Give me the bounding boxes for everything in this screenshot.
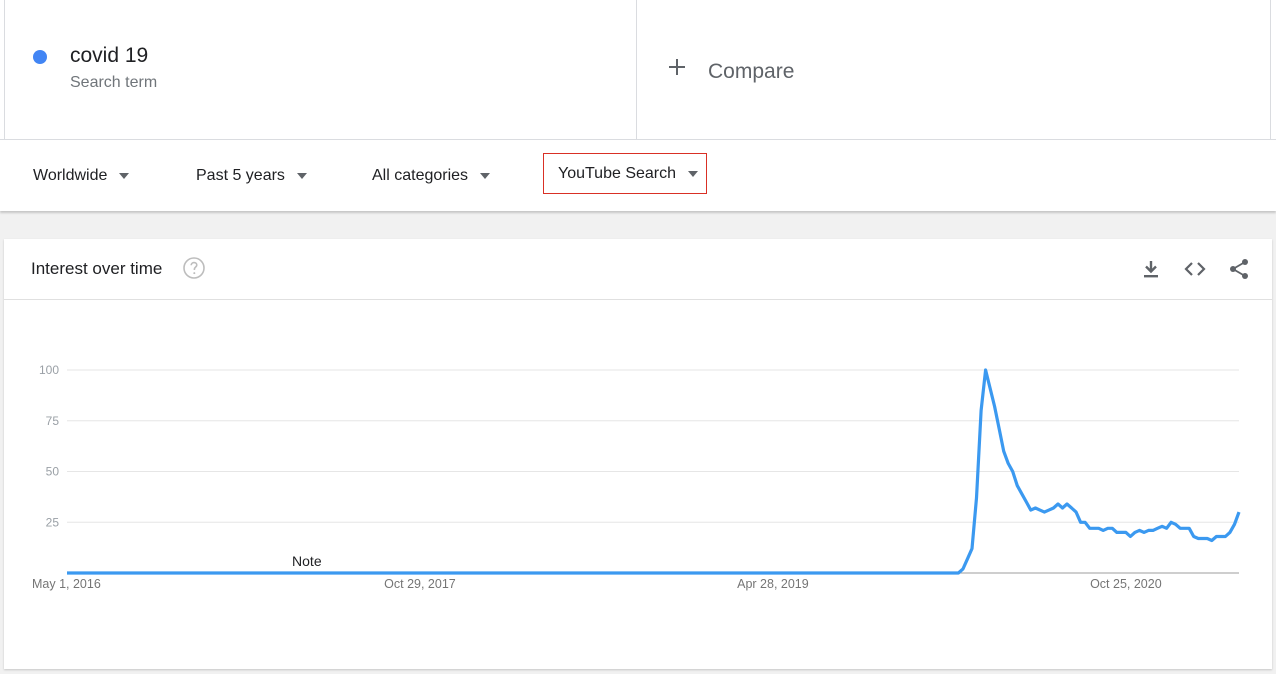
term-color-dot xyxy=(33,50,47,64)
chevron-down-icon xyxy=(119,172,130,179)
interest-chart: 25 50 75 100 May 1, 2016 Oct 29, 2017 Apr 28,… xyxy=(32,363,1241,591)
y-tick-label: 100 xyxy=(39,363,59,377)
filter-category-label: All categories xyxy=(372,166,469,184)
chevron-down-icon xyxy=(296,172,307,179)
filter-search-type-label: YouTube Search xyxy=(558,164,677,182)
chevron-down-icon xyxy=(480,172,491,179)
filter-region-label: Worldwide xyxy=(33,166,108,184)
card-header: Interest over time xyxy=(4,239,1272,300)
y-tick-label: 25 xyxy=(46,515,60,529)
download-icon[interactable] xyxy=(1138,256,1164,282)
annotation-note[interactable]: Note xyxy=(292,553,322,569)
x-tick-label: May 1, 2016 xyxy=(32,577,101,591)
plus-icon xyxy=(669,59,685,75)
filter-bar: Worldwide Past 5 years All categories Yo… xyxy=(0,140,1276,211)
filter-category-dropdown[interactable]: All categories xyxy=(372,140,491,211)
compare-button[interactable]: Compare xyxy=(637,0,1271,139)
interest-over-time-card: Interest over time 25 50 75 100 May 1, 2016… xyxy=(4,239,1272,669)
filter-time-dropdown[interactable]: Past 5 years xyxy=(196,140,307,211)
card-title: Interest over time xyxy=(31,259,163,278)
filter-time-label: Past 5 years xyxy=(196,166,285,184)
embed-code-icon[interactable] xyxy=(1182,256,1208,282)
y-tick-label: 50 xyxy=(46,465,60,479)
search-term-name[interactable]: covid 19 xyxy=(70,44,149,67)
y-tick-label: 75 xyxy=(46,414,60,428)
chevron-down-icon xyxy=(688,170,699,177)
x-tick-label: Apr 28, 2019 xyxy=(737,577,809,591)
help-icon[interactable] xyxy=(182,256,206,280)
share-icon[interactable] xyxy=(1226,256,1252,282)
x-tick-label: Oct 25, 2020 xyxy=(1090,577,1162,591)
search-term-subtitle: Search term xyxy=(70,74,158,91)
search-term-card[interactable]: covid 19 Search term xyxy=(4,0,637,139)
filter-region-dropdown[interactable]: Worldwide xyxy=(33,140,130,211)
series-line[interactable] xyxy=(67,368,1241,575)
term-bar: covid 19 Search term Compare xyxy=(0,0,1276,140)
x-tick-label: Oct 29, 2017 xyxy=(384,577,456,591)
compare-label: Compare xyxy=(708,60,795,83)
filter-search-type-dropdown[interactable]: YouTube Search xyxy=(543,153,708,194)
